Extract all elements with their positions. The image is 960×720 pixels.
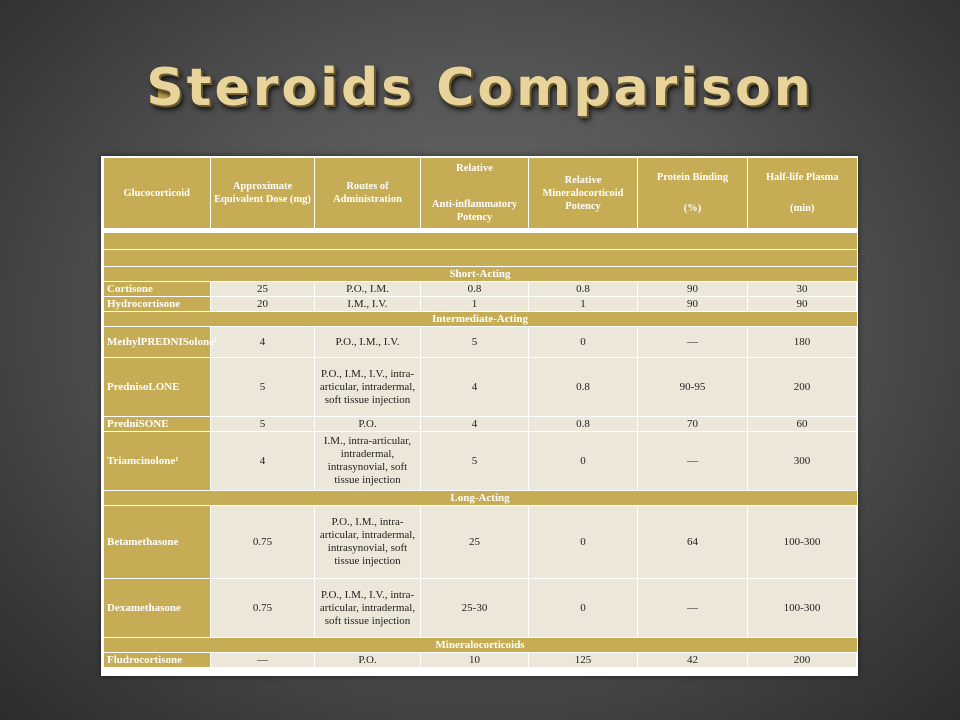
header-anti-inflammatory: Relative Anti-inflammatory Potency — [420, 158, 529, 228]
table-cell: P.O., I.M., I.V., intra-articular, intra… — [314, 357, 421, 417]
section-label: Long-Acting — [103, 490, 857, 506]
table-row: Hydrocortisone 20 I.M., I.V. 1 1 90 90 — [103, 296, 857, 312]
table-cell: 25-30 — [420, 578, 529, 638]
drug-name-cell: Fludrocortisone — [103, 652, 211, 668]
table-cell: 0.8 — [528, 281, 638, 297]
drug-name-cell: Cortisone — [103, 281, 211, 297]
table-cell: 90 — [637, 296, 748, 312]
table-cell: 5 — [420, 431, 529, 491]
blank-row — [103, 249, 857, 267]
table-cell: 0.8 — [528, 416, 638, 432]
table-cell: 30 — [747, 281, 857, 297]
table-cell: — — [637, 326, 748, 358]
table-cell: 0 — [528, 578, 638, 638]
table-cell: P.O., I.M., I.V. — [314, 326, 421, 358]
table-cell: 0.75 — [210, 505, 315, 579]
table-cell: 300 — [747, 431, 857, 491]
table-cell: 0 — [528, 505, 638, 579]
slide-title: Steroids Comparison — [146, 58, 814, 118]
table-row: Triamcinolone¹ 4 I.M., intra-articular, in… — [103, 431, 857, 491]
table-cell: 0 — [528, 431, 638, 491]
steroids-comparison-table: Glucocorticoid Approximate Equivalent Do… — [103, 158, 857, 668]
table-cell: 4 — [210, 326, 315, 358]
table-cell: 5 — [210, 357, 315, 417]
section-label: Short-Acting — [103, 266, 857, 282]
table-cell: I.M., I.V. — [314, 296, 421, 312]
table-cell: 5 — [420, 326, 529, 358]
section-label: Intermediate-Acting — [103, 311, 857, 327]
drug-name-cell: Triamcinolone¹ — [103, 431, 211, 491]
table-cell: 60 — [747, 416, 857, 432]
drug-name-cell: MethylPREDNISolone¹ — [103, 326, 217, 358]
table-cell: — — [210, 652, 315, 668]
table-cell: 0.75 — [210, 578, 315, 638]
table-cell: 180 — [747, 326, 857, 358]
drug-name-cell: Betamethasone — [103, 505, 211, 579]
table-cell: 25 — [210, 281, 315, 297]
table-cell: P.O., I.M. — [314, 281, 421, 297]
table-cell: 90 — [747, 296, 857, 312]
header-mineralocorticoid: Relative Mineralocorticoid Potency — [528, 158, 638, 228]
drug-name-cell: PredniSONE — [103, 416, 211, 432]
header-dose: Approximate Equivalent Dose (mg) — [210, 158, 315, 228]
table-cell: 100-300 — [747, 578, 857, 638]
table-cell: 100-300 — [747, 505, 857, 579]
table-cell: 1 — [420, 296, 529, 312]
section-row: Long-Acting — [103, 490, 857, 506]
section-row: Short-Acting — [103, 266, 857, 282]
table-cell: 200 — [747, 357, 857, 417]
header-separator — [103, 228, 857, 233]
table-cell: 0.8 — [420, 281, 529, 297]
table-cell: P.O. — [314, 416, 421, 432]
table-cell: 25 — [420, 505, 529, 579]
table-header-row: Glucocorticoid Approximate Equivalent Do… — [103, 158, 857, 228]
table-row: PredniSONE 5 P.O. 4 0.8 70 60 — [103, 416, 857, 432]
drug-name-cell: PrednisoLONE — [103, 357, 211, 417]
table-cell: 90-95 — [637, 357, 748, 417]
table-row: Cortisone 25 P.O., I.M. 0.8 0.8 90 30 — [103, 281, 857, 297]
section-label: Mineralocorticoids — [103, 637, 857, 653]
table-cell: P.O. — [314, 652, 421, 668]
drug-name-cell: Dexamethasone — [103, 578, 211, 638]
table-cell: 125 — [528, 652, 638, 668]
drug-name-cell: Hydrocortisone — [103, 296, 211, 312]
table-cell: 70 — [637, 416, 748, 432]
table-cell: 4 — [420, 416, 529, 432]
table-cell: 20 — [210, 296, 315, 312]
header-routes: Routes of Administration — [314, 158, 421, 228]
table-cell: 4 — [210, 431, 315, 491]
table-cell: 200 — [747, 652, 857, 668]
header-glucocorticoid: Glucocorticoid — [103, 158, 211, 228]
table-cell: — — [637, 431, 748, 491]
blank-row — [103, 232, 857, 250]
table-cell: 42 — [637, 652, 748, 668]
header-half-life: Half-life Plasma (min) — [747, 158, 857, 228]
table-row: Dexamethasone 0.75 P.O., I.M., I.V., intra… — [103, 578, 857, 638]
table-row: Fludrocortisone — P.O. 10 125 42 200 — [103, 652, 857, 668]
table-cell: P.O., I.M., intra-articular, intradermal… — [314, 505, 421, 579]
header-protein-binding: Protein Binding (%) — [637, 158, 748, 228]
table-row: Betamethasone 0.75 P.O., I.M., intra-artic… — [103, 505, 857, 579]
table-cell: 90 — [637, 281, 748, 297]
table-cell: 5 — [210, 416, 315, 432]
table-cell: I.M., intra-articular, intradermal, intr… — [314, 431, 421, 491]
table-cell: — — [637, 578, 748, 638]
section-row: Mineralocorticoids — [103, 637, 857, 653]
table-cell: 1 — [528, 296, 638, 312]
table-cell: 64 — [637, 505, 748, 579]
table-cell: P.O., I.M., I.V., intra-articular, intra… — [314, 578, 421, 638]
table-cell: 4 — [420, 357, 529, 417]
section-row: Intermediate-Acting — [103, 311, 857, 327]
blank-cell — [103, 249, 857, 267]
table-row: MethylPREDNISolone¹ 4 P.O., I.M., I.V. 5 0—1… — [103, 326, 857, 358]
title-bullet-icon — [158, 88, 176, 104]
blank-cell — [103, 232, 857, 250]
table-cell: 0 — [528, 326, 638, 358]
table-row: PrednisoLONE 5 P.O., I.M., I.V., intra-art… — [103, 357, 857, 417]
table-cell: 0.8 — [528, 357, 638, 417]
table-cell: 10 — [420, 652, 529, 668]
